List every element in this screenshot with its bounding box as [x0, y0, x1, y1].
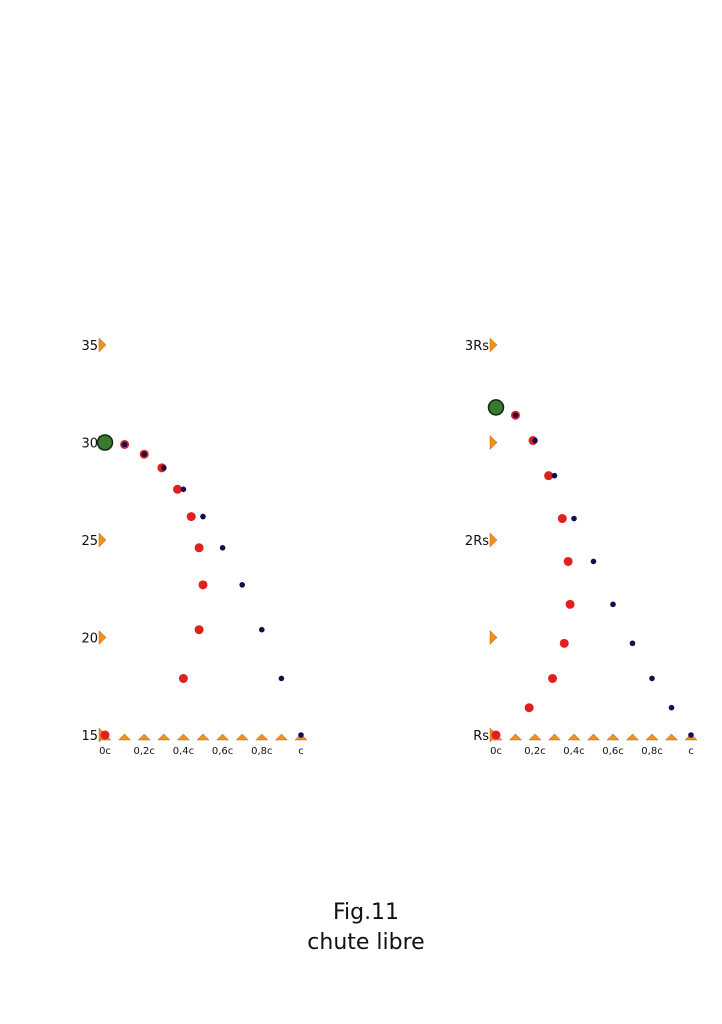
red-point [491, 730, 501, 740]
x-tick-label: c [298, 746, 304, 757]
red-point [544, 471, 554, 481]
x-tick-label: 0c [99, 746, 111, 757]
x-tick-marker [528, 733, 542, 741]
blue-point [141, 451, 147, 458]
x-tick-marker [586, 733, 601, 741]
y-tick-label: 30 [81, 437, 98, 452]
blue-point [200, 513, 206, 520]
blue-point [259, 626, 265, 633]
blue-point [532, 437, 538, 444]
blue-point [219, 545, 226, 551]
y-tick-marker [98, 532, 107, 548]
blue-point [161, 465, 167, 471]
blue-point [121, 441, 128, 448]
red-point [100, 730, 110, 740]
y-tick-label: 35 [81, 339, 98, 354]
y-tick-label: 15 [81, 729, 98, 744]
red-point [559, 638, 569, 648]
x-tick-marker [625, 733, 640, 741]
x-tick-marker [215, 733, 230, 741]
x-tick-marker [606, 733, 620, 741]
x-tick-marker [274, 733, 289, 741]
blue-point [551, 472, 558, 479]
x-tick-label: 0,8c [251, 746, 272, 757]
x-tick-label: 0,8c [641, 746, 662, 757]
x-tick-marker [567, 733, 581, 741]
x-tick-marker [235, 733, 249, 741]
blue-point [688, 732, 694, 738]
red-point [524, 703, 534, 713]
blue-point [298, 732, 304, 738]
y-tick-label: 2Rs [465, 534, 489, 549]
blue-point [629, 640, 636, 647]
red-point [565, 599, 575, 609]
x-tick-marker [547, 733, 562, 741]
y-tick-marker [489, 629, 498, 646]
red-point [194, 625, 204, 635]
y-tick-marker [489, 532, 498, 548]
x-tick-marker [137, 733, 151, 741]
x-tick-marker [508, 733, 523, 741]
x-tick-marker [117, 733, 132, 741]
blue-point [180, 486, 187, 493]
y-tick-label: 3Rs [465, 339, 489, 354]
x-tick-marker [176, 733, 191, 741]
blue-point [590, 558, 597, 565]
red-point [173, 484, 183, 494]
x-tick-label: 0,6c [602, 746, 623, 757]
figure-title: chute libre [307, 930, 425, 955]
start-point [96, 434, 114, 451]
blue-point [610, 601, 616, 608]
x-tick-marker [196, 733, 210, 741]
x-tick-label: 0c [490, 746, 502, 757]
y-tick-marker [489, 434, 498, 451]
red-point [548, 673, 558, 683]
figure-number: Fig.11 [332, 900, 400, 925]
x-tick-marker [664, 733, 679, 741]
x-tick-label: 0,6c [212, 746, 233, 757]
x-tick-marker [255, 733, 269, 741]
red-point [178, 673, 188, 683]
y-tick-label: 25 [81, 534, 98, 549]
red-point [563, 556, 573, 566]
blue-point [668, 704, 675, 711]
x-tick-label: 0,2c [133, 746, 154, 757]
x-tick-label: 0,2c [524, 746, 545, 757]
y-tick-marker [489, 337, 498, 353]
red-point [557, 514, 567, 524]
x-tick-label: c [688, 746, 694, 757]
x-tick-label: 0,4c [173, 746, 194, 757]
x-tick-marker [157, 733, 171, 741]
x-tick-marker [645, 733, 659, 741]
blue-point [649, 675, 655, 682]
blue-point [571, 515, 577, 522]
x-tick-label: 0,4c [563, 746, 584, 757]
y-tick-label: Rs [473, 729, 489, 744]
y-tick-marker [98, 629, 107, 646]
start-point [487, 399, 505, 416]
blue-point [512, 412, 519, 419]
red-point [186, 512, 196, 522]
blue-point [239, 582, 245, 588]
red-point [198, 580, 208, 590]
y-tick-label: 20 [81, 632, 98, 647]
y-tick-marker [98, 337, 107, 353]
red-point [194, 543, 204, 553]
blue-point [278, 675, 285, 682]
